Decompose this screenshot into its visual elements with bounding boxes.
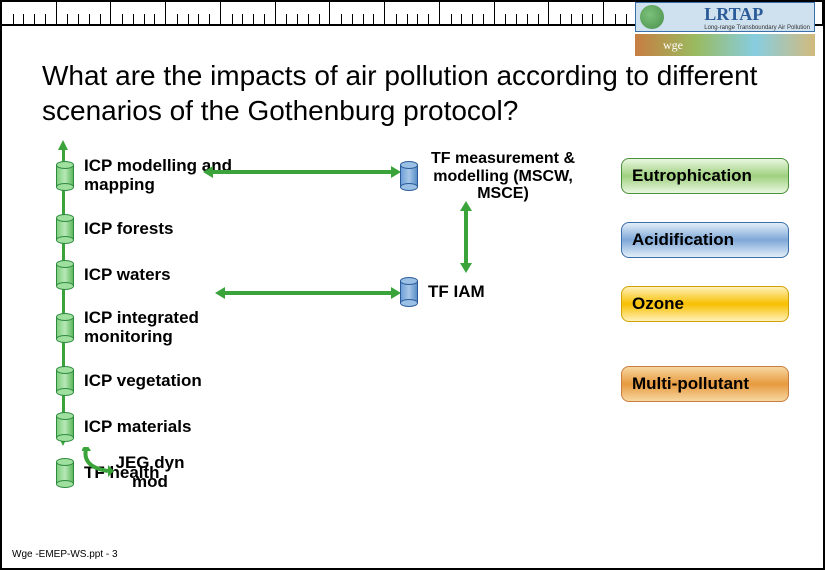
cylinder-icon: [400, 277, 418, 307]
tf-label: TF IAM: [428, 283, 485, 302]
impact-tags: Eutrophication Acidification Ozone Multi…: [621, 158, 791, 430]
cylinder-icon: [400, 161, 418, 191]
jeg-label: JEG dyn mod: [110, 454, 190, 491]
icp-label: ICP vegetation: [84, 372, 202, 391]
icp-item-materials: ICP materials: [56, 408, 246, 446]
page-title: What are the impacts of air pollution ac…: [42, 58, 803, 128]
cylinder-icon: [56, 260, 74, 290]
footer-text: Wge -EMEP-WS.ppt - 3: [12, 549, 118, 560]
lrtap-logo: LRTAP Long-range Transboundary Air Pollu…: [635, 2, 815, 32]
tag-eutrophication: Eutrophication: [621, 158, 789, 194]
icp-item-forests: ICP forests: [56, 210, 246, 248]
tf-iam: TF IAM: [400, 277, 485, 307]
icp-item-modelling: ICP modelling and mapping: [56, 150, 246, 202]
wge-badge: wge: [635, 34, 815, 56]
logo-area: LRTAP Long-range Transboundary Air Pollu…: [615, 2, 815, 58]
tf-label: TF measurement & modelling (MSCW, MSCE): [428, 150, 578, 203]
globe-icon: [640, 5, 664, 29]
icp-label: ICP waters: [84, 266, 171, 285]
horizontal-arrow-2: [224, 291, 392, 295]
cylinder-icon: [56, 366, 74, 396]
cylinder-icon: [56, 313, 74, 343]
tag-acidification: Acidification: [621, 222, 789, 258]
icp-label: ICP forests: [84, 220, 173, 239]
tf-measurement: TF measurement & modelling (MSCW, MSCE): [400, 150, 578, 203]
icp-label: ICP materials: [84, 418, 191, 437]
horizontal-arrow-1: [212, 170, 392, 174]
icp-item-integrated: ICP integrated monitoring: [56, 302, 246, 354]
vertical-arrow-tf: [464, 210, 468, 264]
tag-multipollutant: Multi-pollutant: [621, 366, 789, 402]
cylinder-icon: [56, 214, 74, 244]
tag-ozone: Ozone: [621, 286, 789, 322]
slide: // will add ticks via JS below LRTAP Lon…: [0, 0, 825, 570]
icp-item-vegetation: ICP vegetation: [56, 362, 246, 400]
cylinder-icon: [56, 161, 74, 191]
icp-label: ICP modelling and mapping: [84, 157, 246, 194]
cylinder-icon: [56, 458, 74, 488]
lrtap-title: LRTAP: [704, 4, 810, 25]
cylinder-icon: [56, 412, 74, 442]
lrtap-subtitle: Long-range Transboundary Air Pollution: [704, 25, 810, 31]
icp-label: ICP integrated monitoring: [84, 309, 246, 346]
